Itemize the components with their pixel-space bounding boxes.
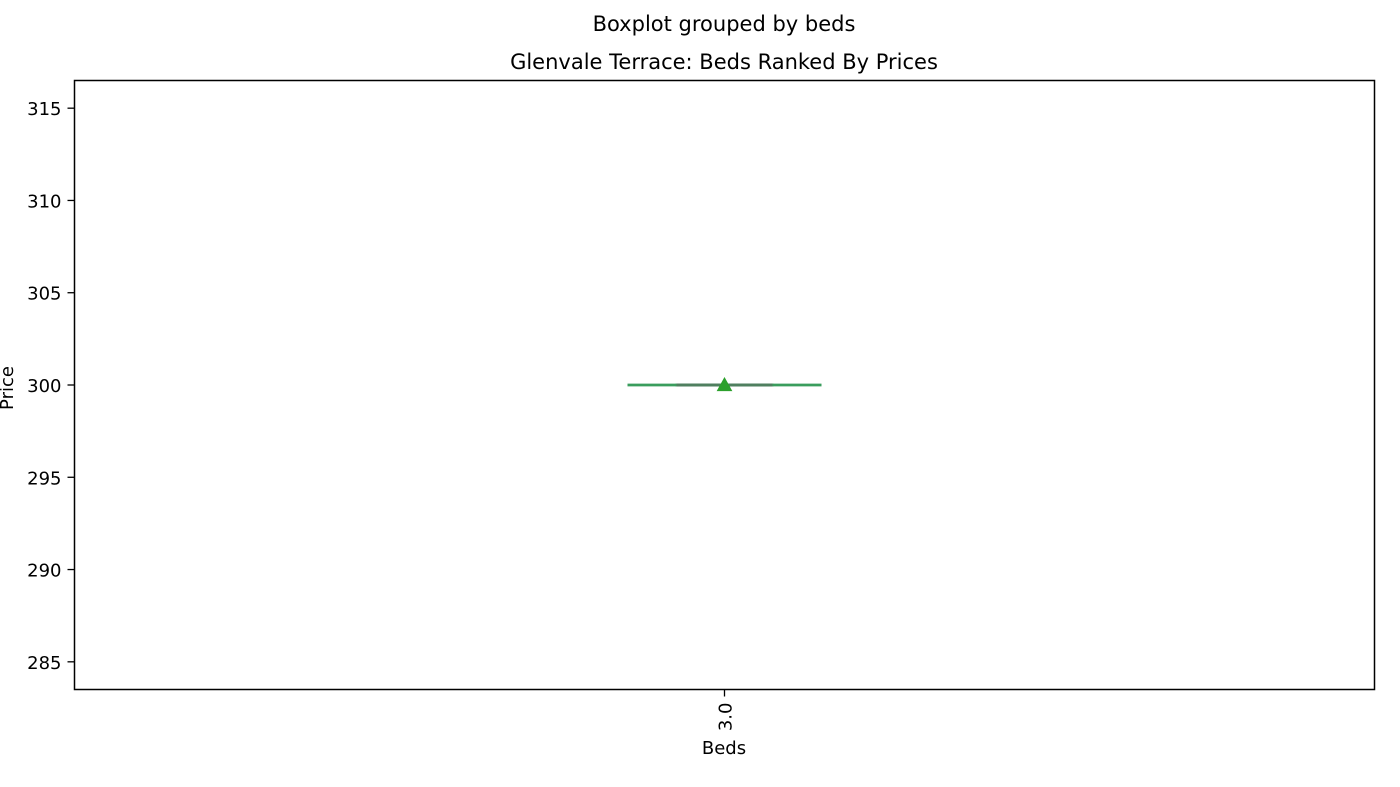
- y-tick-label: 310: [27, 191, 61, 212]
- box-series: [627, 376, 822, 392]
- y-tick-label: 305: [27, 284, 61, 305]
- y-tick-label: 290: [27, 561, 61, 582]
- y-tick-label: 300: [27, 376, 61, 397]
- y-tick-label: 285: [27, 653, 61, 674]
- y-tick-label: 295: [27, 468, 61, 489]
- chart-title: Glenvale Terrace: Beds Ranked By Prices: [510, 50, 938, 74]
- x-tick-label: 3.0: [716, 703, 737, 732]
- y-axis-label: Price: [0, 366, 18, 410]
- x-axis-ticks: 3.0: [716, 689, 737, 732]
- y-axis-ticks: 285 290 295 300 305 310 315: [27, 99, 75, 674]
- chart-suptitle: Boxplot grouped by beds: [593, 12, 856, 36]
- y-tick-label: 315: [27, 99, 61, 120]
- x-axis-label: Beds: [702, 738, 746, 759]
- mean-marker: [716, 376, 733, 392]
- plot-area-frame: [73, 79, 1376, 691]
